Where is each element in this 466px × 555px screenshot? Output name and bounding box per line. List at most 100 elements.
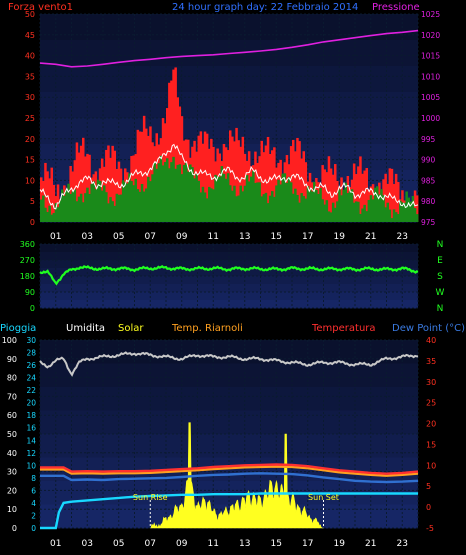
- gust-bar: [113, 150, 116, 222]
- pressure-y-tick: 1000: [421, 114, 440, 123]
- average-bar: [159, 155, 163, 222]
- gust-bar: [302, 151, 305, 222]
- average-bar: [153, 162, 156, 222]
- average-bar: [415, 214, 419, 222]
- average-bar: [218, 176, 221, 222]
- pressure-title: Pressione: [372, 2, 420, 13]
- average-bar: [317, 193, 320, 222]
- average-bar: [201, 186, 205, 222]
- pressure-y-tick: 1005: [421, 93, 440, 102]
- average-bar: [394, 212, 398, 222]
- temp-y-tick: 20: [426, 420, 436, 429]
- wind-panel-x-tick: 05: [113, 232, 124, 242]
- average-bar: [69, 193, 72, 222]
- sunrise-label: Sun Rise: [133, 493, 168, 502]
- average-bar: [233, 185, 236, 222]
- gust-bar: [52, 184, 56, 222]
- average-bar: [235, 196, 238, 222]
- average-bar: [300, 193, 303, 222]
- average-bar: [220, 166, 224, 222]
- average-bar: [327, 211, 331, 222]
- average-bar: [56, 207, 60, 222]
- percent-y-tick: 0: [12, 524, 17, 533]
- rain-y-tick: 28: [26, 349, 36, 358]
- average-bar: [73, 189, 77, 222]
- percent-y-tick: 90: [7, 355, 17, 364]
- average-bar: [151, 174, 154, 222]
- average-bar: [378, 194, 381, 222]
- wind-y-tick: 15: [25, 156, 35, 165]
- gust-bar: [304, 162, 308, 222]
- wind-y-tick: 30: [25, 93, 35, 102]
- average-bar: [283, 173, 287, 222]
- legend-temperatura: Temperatura: [311, 323, 376, 334]
- temp-y-tick: 10: [426, 461, 436, 470]
- average-bar: [109, 197, 112, 222]
- gust-bar: [203, 131, 207, 222]
- wind-y-tick: 35: [25, 72, 35, 81]
- rain-y-tick: 10: [26, 461, 36, 470]
- gust-bar: [105, 149, 108, 222]
- gust-bar: [323, 169, 326, 222]
- average-bar: [302, 196, 305, 222]
- average-bar: [298, 202, 301, 222]
- rain-y-tick: 2: [31, 511, 36, 520]
- average-bar: [313, 181, 316, 222]
- average-bar: [212, 189, 215, 222]
- wind-panel-x-tick: 03: [82, 232, 93, 242]
- average-bar: [237, 195, 240, 222]
- gust-bar: [388, 168, 392, 222]
- gust-bar: [271, 150, 274, 222]
- temp-y-tick: 25: [426, 399, 436, 408]
- graph-date-title: 24 hour graph day: 22 Febbraio 2014: [172, 2, 358, 13]
- average-bar: [287, 176, 291, 222]
- average-bar: [140, 183, 144, 222]
- average-bar: [254, 182, 257, 222]
- average-bar: [210, 188, 213, 222]
- average-bar: [149, 181, 152, 222]
- average-bar: [226, 173, 230, 222]
- humidity-line: [39, 351, 419, 377]
- solar-area: [150, 422, 324, 529]
- average-bar: [373, 187, 377, 222]
- average-bar: [344, 182, 347, 222]
- direction-y-tick: 90: [25, 288, 35, 297]
- rain-y-tick: 16: [26, 424, 36, 433]
- gust-bar: [273, 147, 276, 222]
- compass-label: W: [436, 288, 445, 298]
- wind-y-tick: 10: [25, 176, 35, 185]
- average-bar: [203, 192, 207, 222]
- percent-y-tick: 60: [7, 411, 17, 420]
- rain-y-tick: 8: [31, 474, 36, 483]
- average-bar: [224, 178, 228, 222]
- average-bar: [79, 193, 83, 222]
- wind-y-tick: 50: [25, 10, 35, 19]
- average-bar: [304, 198, 308, 222]
- gust-bar: [44, 162, 47, 222]
- average-bar: [46, 212, 49, 222]
- average-bar: [243, 185, 247, 222]
- average-bar: [271, 191, 274, 222]
- wind-panel-x-tick: 07: [145, 232, 156, 242]
- percent-y-tick: 50: [7, 430, 17, 439]
- average-bar: [268, 195, 272, 222]
- gust-bar: [352, 163, 356, 222]
- average-bar: [42, 195, 45, 222]
- average-bar: [222, 173, 226, 222]
- average-bar: [61, 189, 64, 222]
- average-bar: [124, 182, 127, 222]
- average-bar: [376, 186, 379, 222]
- average-bar: [365, 211, 368, 222]
- gust-bar: [46, 171, 49, 222]
- wind-panel-x-tick: 19: [334, 232, 346, 242]
- average-bar: [189, 164, 192, 222]
- gust-bar: [392, 184, 396, 222]
- average-bar: [134, 178, 137, 222]
- average-bar: [399, 200, 402, 222]
- rain-y-tick: 22: [26, 386, 36, 395]
- pressure-y-tick: 1010: [421, 72, 440, 81]
- gust-bar: [77, 152, 81, 222]
- legend-temp-riarnoli: Temp. Riarnoli: [171, 323, 243, 334]
- average-bar: [409, 201, 413, 222]
- pressure-y-tick: 990: [421, 156, 436, 165]
